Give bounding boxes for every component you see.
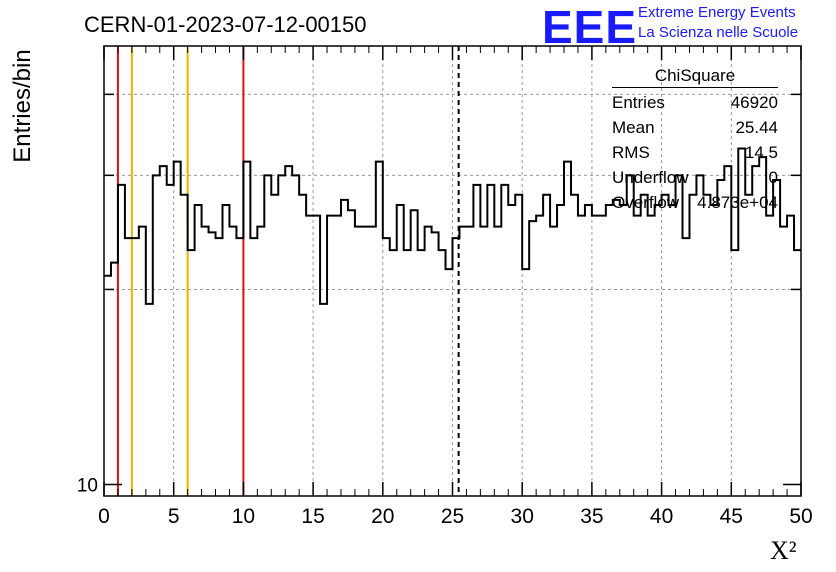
x-tick-label: 45 <box>720 505 743 528</box>
stats-value: 14.5 <box>744 143 778 162</box>
page-title: CERN-01-2023-07-12-00150 <box>84 12 367 37</box>
stats-label: Overflow <box>612 193 680 212</box>
x-tick-label: 25 <box>441 505 464 528</box>
marker-layer <box>116 46 460 496</box>
x-tick-label: 40 <box>650 505 673 528</box>
logo-line-1: Extreme Energy Events <box>638 4 796 21</box>
x-tick-label: 10 <box>232 505 255 528</box>
stats-title: ChiSquare <box>612 66 778 88</box>
x-tick-label: 15 <box>301 505 324 528</box>
stats-row-entries: Entries 46920 <box>612 90 778 115</box>
tick-layer: 0 5 10 15 20 25 30 35 40 45 50 10 <box>77 46 813 528</box>
x-tick-label: 5 <box>168 505 180 528</box>
histogram-series <box>104 147 801 305</box>
stats-row-mean: Mean 25.44 <box>612 115 778 140</box>
stats-box: ChiSquare Entries 46920 Mean 25.44 RMS 1… <box>612 66 778 215</box>
y-axis-label: Entries/bin <box>9 49 36 163</box>
stats-value: 0 <box>768 168 778 187</box>
eee-logo-mark: EEE <box>542 1 638 53</box>
logo-line-2: La Scienza nelle Scuole <box>638 24 799 41</box>
y-tick-label: 10 <box>77 476 98 497</box>
stats-row-rms: RMS 14.5 <box>612 140 778 165</box>
x-tick-label: 50 <box>789 505 812 528</box>
stats-value: 25.44 <box>735 118 778 137</box>
stats-value: 4.873e+04 <box>697 193 778 212</box>
stats-row-overflow: Overflow 4.873e+04 <box>612 190 778 215</box>
x-axis-label: X² <box>770 536 797 566</box>
x-tick-label: 35 <box>580 505 603 528</box>
stats-label: Entries <box>612 93 665 112</box>
stats-row-underflow: Underflow 0 <box>612 165 778 190</box>
x-tick-label: 0 <box>98 505 110 528</box>
x-tick-label: 30 <box>511 505 534 528</box>
x-tick-label: 20 <box>371 505 394 528</box>
stats-label: Mean <box>612 118 655 137</box>
stats-label: Underflow <box>612 168 689 187</box>
stats-label: RMS <box>612 143 650 162</box>
stats-value: 46920 <box>730 93 778 112</box>
x-axis-label-text: X² <box>770 536 797 565</box>
